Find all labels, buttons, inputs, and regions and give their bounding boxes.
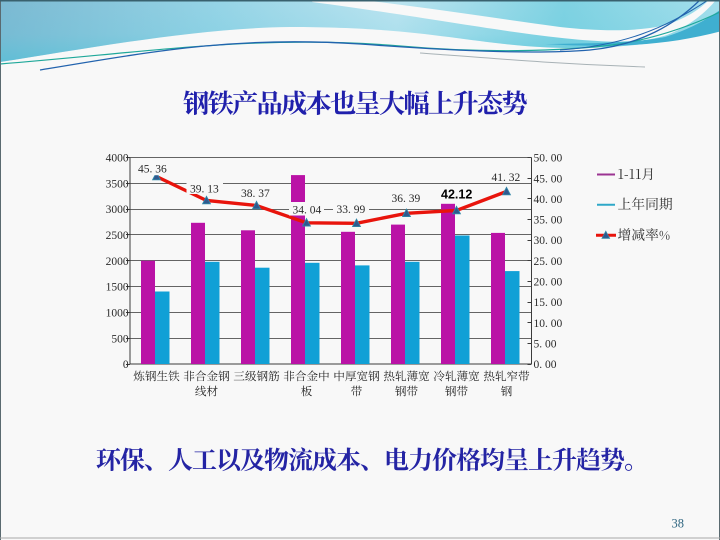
svg-text:35. 00: 35. 00: [534, 215, 563, 227]
svg-text:45. 36: 45. 36: [138, 164, 167, 176]
svg-text:34. 04: 34. 04: [293, 205, 322, 217]
svg-text:38: 38: [672, 516, 685, 530]
svg-text:30. 00: 30. 00: [534, 235, 563, 247]
svg-text:50. 00: 50. 00: [534, 153, 563, 165]
svg-text:0. 00: 0. 00: [534, 359, 557, 371]
svg-text:41. 32: 41. 32: [492, 172, 521, 184]
svg-text:33. 99: 33. 99: [337, 204, 366, 216]
svg-text:36. 39: 36. 39: [392, 193, 421, 205]
svg-text:2000: 2000: [106, 256, 129, 268]
svg-text:3500: 3500: [106, 178, 129, 190]
svg-text:4000: 4000: [106, 153, 129, 165]
svg-text:5. 00: 5. 00: [534, 338, 557, 350]
svg-text:1500: 1500: [106, 282, 129, 294]
svg-text:25. 00: 25. 00: [534, 256, 563, 268]
svg-text:40. 00: 40. 00: [534, 194, 563, 206]
svg-text:42.12: 42.12: [441, 188, 472, 202]
svg-text:500: 500: [111, 333, 129, 345]
svg-text:0: 0: [123, 359, 129, 371]
svg-text:38. 37: 38. 37: [241, 188, 270, 200]
svg-text:15. 00: 15. 00: [534, 297, 563, 309]
svg-text:1000: 1000: [106, 307, 129, 319]
svg-text:3000: 3000: [106, 204, 129, 216]
svg-text:2500: 2500: [106, 230, 129, 242]
svg-text:20. 00: 20. 00: [534, 277, 563, 289]
svg-text:39. 13: 39. 13: [190, 184, 219, 196]
svg-text:45. 00: 45. 00: [534, 173, 563, 185]
svg-text:10. 00: 10. 00: [534, 318, 563, 330]
